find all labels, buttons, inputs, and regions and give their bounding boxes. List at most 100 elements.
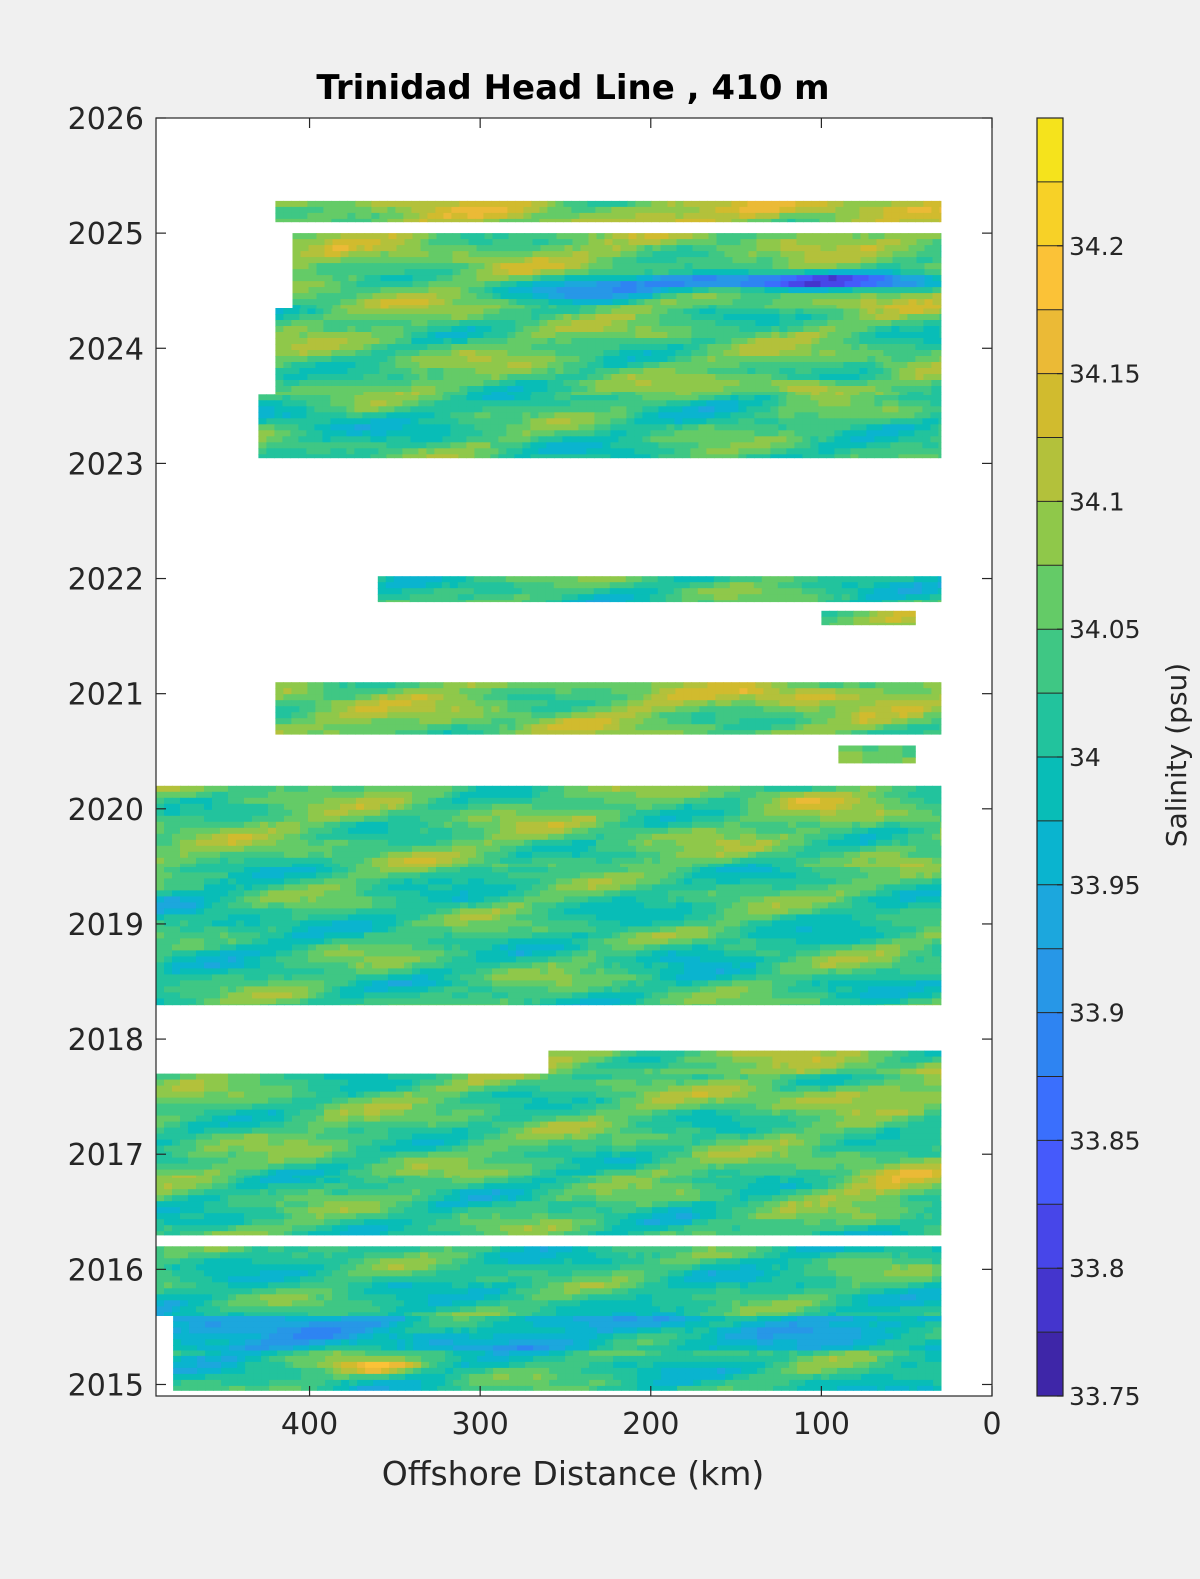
salinity-cell	[652, 1115, 661, 1123]
salinity-cell	[396, 1225, 405, 1232]
salinity-cell	[269, 1315, 278, 1322]
salinity-cell	[780, 1300, 789, 1307]
salinity-cell	[348, 1079, 357, 1087]
salinity-cell	[788, 1219, 797, 1226]
salinity-cell	[860, 1294, 869, 1301]
salinity-cell	[861, 1385, 870, 1391]
salinity-cell	[916, 1252, 925, 1259]
salinity-cell	[284, 1157, 293, 1165]
salinity-cell	[852, 1246, 861, 1253]
salinity-cell	[781, 1321, 790, 1328]
salinity-cell	[484, 1276, 493, 1283]
salinity-cell	[829, 1367, 838, 1375]
salinity-cell	[268, 1157, 277, 1165]
salinity-cell	[836, 1276, 845, 1283]
salinity-cell	[180, 1294, 189, 1301]
salinity-cell	[613, 1315, 622, 1322]
salinity-cell	[228, 1219, 237, 1226]
salinity-cell	[156, 1288, 165, 1295]
salinity-cell	[196, 1157, 205, 1165]
salinity-cell	[293, 1379, 302, 1387]
salinity-cell	[564, 1288, 573, 1295]
salinity-cell	[788, 1157, 797, 1165]
salinity-cell	[340, 1231, 349, 1236]
salinity-cell	[700, 1085, 709, 1093]
salinity-cell	[708, 1115, 717, 1123]
salinity-cell	[925, 1345, 934, 1351]
salinity-cell	[316, 1201, 325, 1208]
salinity-cell	[341, 1385, 350, 1391]
salinity-cell	[164, 1246, 173, 1253]
salinity-cell	[476, 1079, 485, 1087]
salinity-cell	[836, 1189, 845, 1196]
salinity-cell	[348, 1145, 357, 1153]
salinity-cell	[260, 1231, 269, 1236]
salinity-cell	[316, 1121, 325, 1129]
salinity-cell	[205, 1367, 214, 1375]
salinity-cell	[428, 1312, 437, 1316]
salinity-cell	[421, 1367, 430, 1375]
salinity-cell	[916, 1115, 925, 1123]
salinity-cell	[613, 1379, 622, 1387]
salinity-cell	[772, 1294, 781, 1301]
salinity-cell	[812, 1306, 821, 1313]
salinity-cell	[468, 1145, 477, 1153]
salinity-cell	[444, 1264, 453, 1271]
salinity-cell	[324, 1139, 333, 1147]
salinity-cell	[852, 1312, 861, 1316]
salinity-cell	[421, 1321, 430, 1328]
salinity-cell	[188, 1103, 197, 1111]
salinity-cell	[348, 1127, 357, 1135]
salinity-cell	[541, 1349, 550, 1357]
salinity-cell	[884, 1195, 893, 1202]
salinity-cell	[684, 1276, 693, 1283]
salinity-cell	[477, 1345, 486, 1351]
salinity-cell	[709, 1327, 718, 1334]
salinity-cell	[404, 1207, 413, 1214]
salinity-cell	[892, 1231, 901, 1236]
salinity-cell	[420, 1252, 429, 1259]
salinity-cell	[788, 1300, 797, 1307]
salinity-cell	[356, 1282, 365, 1289]
salinity-cell	[356, 1157, 365, 1165]
salinity-cell	[204, 1139, 213, 1147]
salinity-cell	[885, 1333, 894, 1340]
salinity-cell	[476, 1288, 485, 1295]
salinity-cell	[876, 1213, 885, 1220]
salinity-cell	[277, 1333, 286, 1340]
salinity-cell	[588, 1231, 597, 1236]
salinity-cell	[356, 1195, 365, 1202]
salinity-cell	[252, 1121, 261, 1129]
salinity-cell	[260, 1252, 269, 1259]
salinity-cell	[260, 1264, 269, 1271]
salinity-cell	[884, 1073, 893, 1081]
salinity-cell	[532, 1213, 541, 1220]
salinity-cell	[612, 1195, 621, 1202]
salinity-cell	[884, 1213, 893, 1220]
salinity-cell	[316, 1163, 325, 1171]
salinity-cell	[196, 1073, 205, 1081]
salinity-cell	[692, 1306, 701, 1313]
salinity-cell	[317, 1379, 326, 1387]
salinity-cell	[324, 1207, 333, 1214]
salinity-cell	[156, 1306, 165, 1313]
salinity-cell	[429, 1355, 438, 1363]
salinity-cell	[260, 1276, 269, 1283]
salinity-cell	[228, 1127, 237, 1135]
salinity-cell	[285, 1339, 294, 1346]
salinity-cell	[188, 1127, 197, 1135]
salinity-cell	[452, 1201, 461, 1208]
salinity-cell	[668, 1294, 677, 1301]
salinity-cell	[861, 1333, 870, 1340]
salinity-cell	[444, 1157, 453, 1165]
salinity-cell	[844, 1264, 853, 1271]
salinity-cell	[380, 1282, 389, 1289]
salinity-cell	[485, 1373, 494, 1381]
salinity-cell	[453, 1321, 462, 1328]
salinity-cell	[244, 1157, 253, 1165]
salinity-cell	[789, 1349, 798, 1357]
salinity-cell	[741, 1379, 750, 1387]
salinity-cell	[388, 1145, 397, 1153]
salinity-cell	[772, 1246, 781, 1253]
salinity-cell	[277, 1379, 286, 1387]
